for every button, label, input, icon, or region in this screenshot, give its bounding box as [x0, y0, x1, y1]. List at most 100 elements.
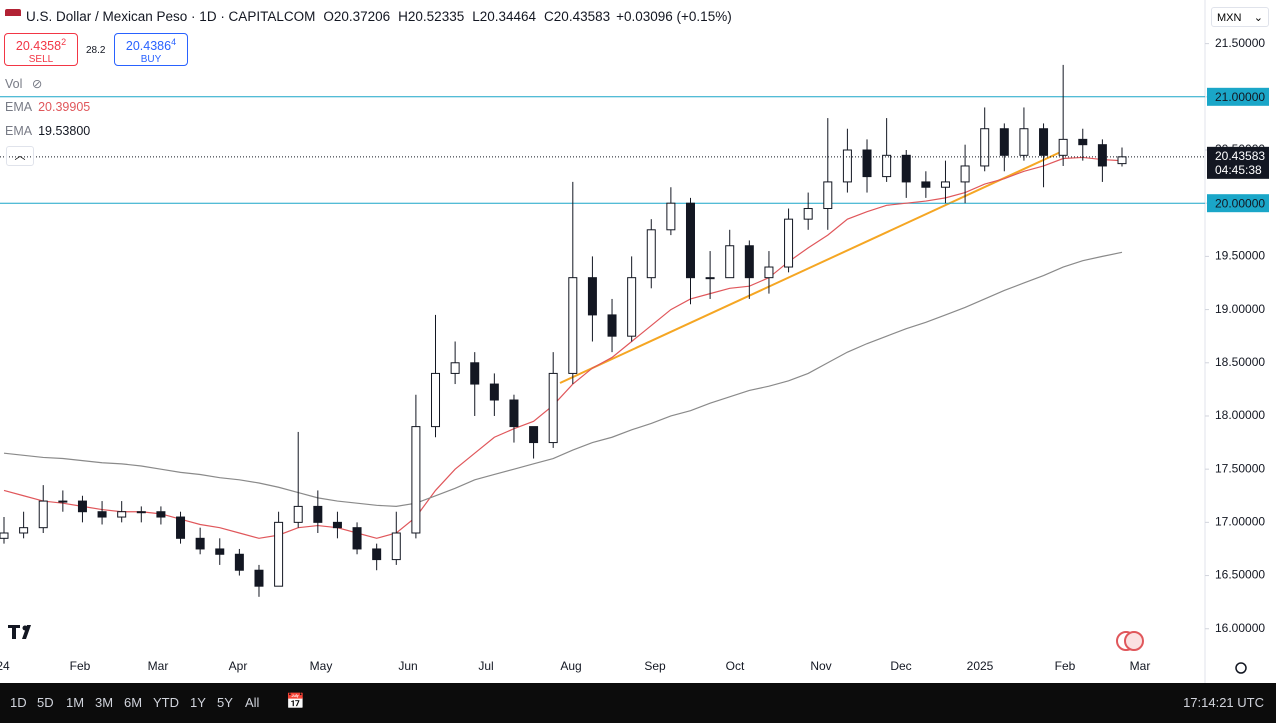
period-button[interactable]: All	[245, 695, 260, 710]
candle-body	[332, 521, 342, 529]
candle-body	[744, 245, 754, 279]
y-tick-label: 16.00000	[1215, 621, 1265, 635]
candle-body	[97, 511, 107, 518]
candle-body	[58, 500, 68, 503]
candle-body	[1058, 138, 1068, 156]
x-tick-label: Feb	[70, 659, 91, 673]
candle-body	[548, 372, 558, 444]
candle-body	[450, 362, 460, 374]
x-tick-label: Apr	[229, 659, 248, 673]
trendline	[559, 149, 1066, 384]
period-button[interactable]: 3M	[95, 695, 114, 710]
legend-name: EMA	[5, 124, 33, 138]
candle-body	[1078, 138, 1088, 146]
candle-body	[999, 128, 1009, 156]
candle-body	[1117, 156, 1127, 165]
y-tick-label: 19.00000	[1215, 302, 1265, 316]
candle-body	[19, 527, 29, 534]
x-tick-label: Feb	[1055, 659, 1076, 673]
ohlc-value: 20.37206	[333, 9, 391, 24]
candle-body	[313, 505, 323, 523]
candle-body	[0, 532, 9, 539]
last-price-tag	[1207, 146, 1269, 179]
candle-body	[587, 277, 597, 316]
sell-button[interactable]: 20.43582 SELL	[4, 33, 78, 66]
legend-header: U.S. Dollar / Mexican Peso · 1D · CAPITA…	[26, 9, 732, 24]
candle-body	[470, 362, 480, 385]
level-label: 21.00000	[1215, 90, 1265, 104]
date-range-icon[interactable]: 📅	[286, 693, 305, 710]
last-price-label: 20.43583	[1215, 149, 1265, 163]
period-button[interactable]: 5D	[37, 695, 54, 710]
candle-body	[411, 426, 421, 534]
x-tick-label: Nov	[810, 659, 831, 673]
buy-pip: 4	[171, 37, 177, 47]
candle-body	[862, 149, 872, 178]
candle-body	[803, 208, 813, 220]
candle-body	[372, 548, 382, 561]
candle-body	[136, 511, 146, 514]
y-tick-label: 17.00000	[1215, 515, 1265, 529]
logo	[8, 625, 31, 639]
candle-body	[627, 277, 637, 337]
candle-body	[77, 500, 87, 513]
x-tick-label: Sep	[644, 659, 666, 673]
background	[0, 0, 1276, 683]
x-tick-label: Jul	[478, 659, 493, 673]
settings-icon[interactable]	[1235, 662, 1247, 674]
sell-pip: 2	[61, 37, 67, 47]
y-tick-label: 16.50000	[1215, 568, 1265, 582]
x-tick-label: 2025	[967, 659, 994, 673]
candle-body	[234, 553, 244, 571]
currency: MXN	[1217, 12, 1242, 24]
period-button[interactable]: 6M	[124, 695, 143, 710]
period-button[interactable]: 1D	[10, 695, 27, 710]
candle-body	[38, 500, 48, 529]
candle-body	[254, 569, 264, 587]
sell-label: SELL	[28, 54, 54, 66]
change: +0.03096 (+0.15%)	[616, 9, 732, 24]
candle-body	[607, 314, 617, 337]
candle-body	[391, 532, 401, 561]
candle-body	[293, 505, 303, 523]
ema-line	[3, 251, 1123, 508]
candle-body	[1019, 128, 1029, 156]
candle-body	[882, 154, 892, 178]
buy-price: 20.4386	[125, 39, 172, 54]
candle-body	[940, 181, 950, 188]
candle-body	[960, 165, 970, 183]
candle-body	[431, 372, 441, 428]
period-button[interactable]: 1Y	[190, 695, 206, 710]
chart: 16.00000 16.50000 17.00000 17.50000 18.00000…	[0, 0, 1276, 683]
legend-value: 20.39905	[38, 100, 91, 114]
ohlc-key: C	[544, 9, 554, 24]
buy-button[interactable]: 20.43864 BUY	[114, 33, 188, 66]
candle-body	[156, 511, 166, 518]
ohlc-value: 20.34464	[479, 9, 537, 24]
ohlc-value: 20.43583	[553, 9, 611, 24]
candle-body	[1097, 144, 1107, 167]
candle-body	[784, 218, 794, 268]
clock: 17:14:21 UTC	[1183, 695, 1264, 710]
currency-select[interactable]: MXN ⌄	[1211, 7, 1269, 27]
x-tick-label: May	[310, 659, 333, 673]
candle-body	[1039, 128, 1049, 156]
candle-body	[980, 128, 990, 167]
candle-body	[274, 521, 284, 587]
y-tick-label: 21.50000	[1215, 36, 1265, 50]
candle-body	[568, 277, 578, 374]
volume-label: Vol ⊘	[5, 77, 43, 91]
candle-body	[725, 245, 735, 279]
x-tick-label: Dec	[890, 659, 911, 673]
period-button[interactable]: YTD	[153, 695, 179, 710]
spread: 28.2	[86, 45, 106, 56]
period-button[interactable]: 1M	[66, 695, 85, 710]
candle-body	[705, 277, 715, 280]
candle-body	[823, 181, 833, 210]
level-tag	[1207, 87, 1269, 106]
collapse-button[interactable]: ︿	[6, 146, 34, 166]
y-tick-label: 18.00000	[1215, 408, 1265, 422]
period-button[interactable]: 5Y	[217, 695, 233, 710]
candle-body	[842, 149, 852, 183]
level-label: 20.00000	[1215, 196, 1265, 210]
